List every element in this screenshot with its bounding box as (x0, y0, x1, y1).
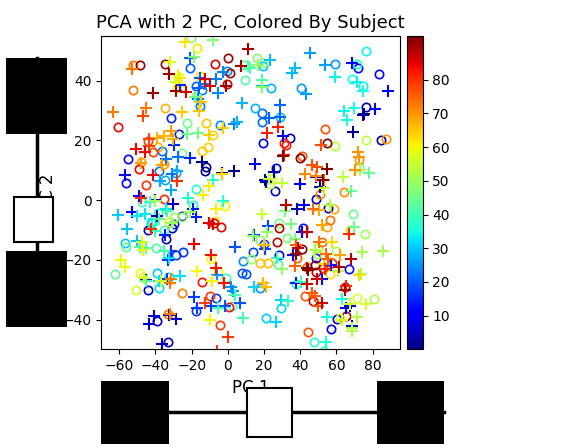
Y-axis label: PC 2: PC 2 (39, 174, 57, 211)
Title: PCA with 2 PC, Colored By Subject: PCA with 2 PC, Colored By Subject (96, 13, 405, 31)
X-axis label: PC 1: PC 1 (232, 379, 269, 397)
